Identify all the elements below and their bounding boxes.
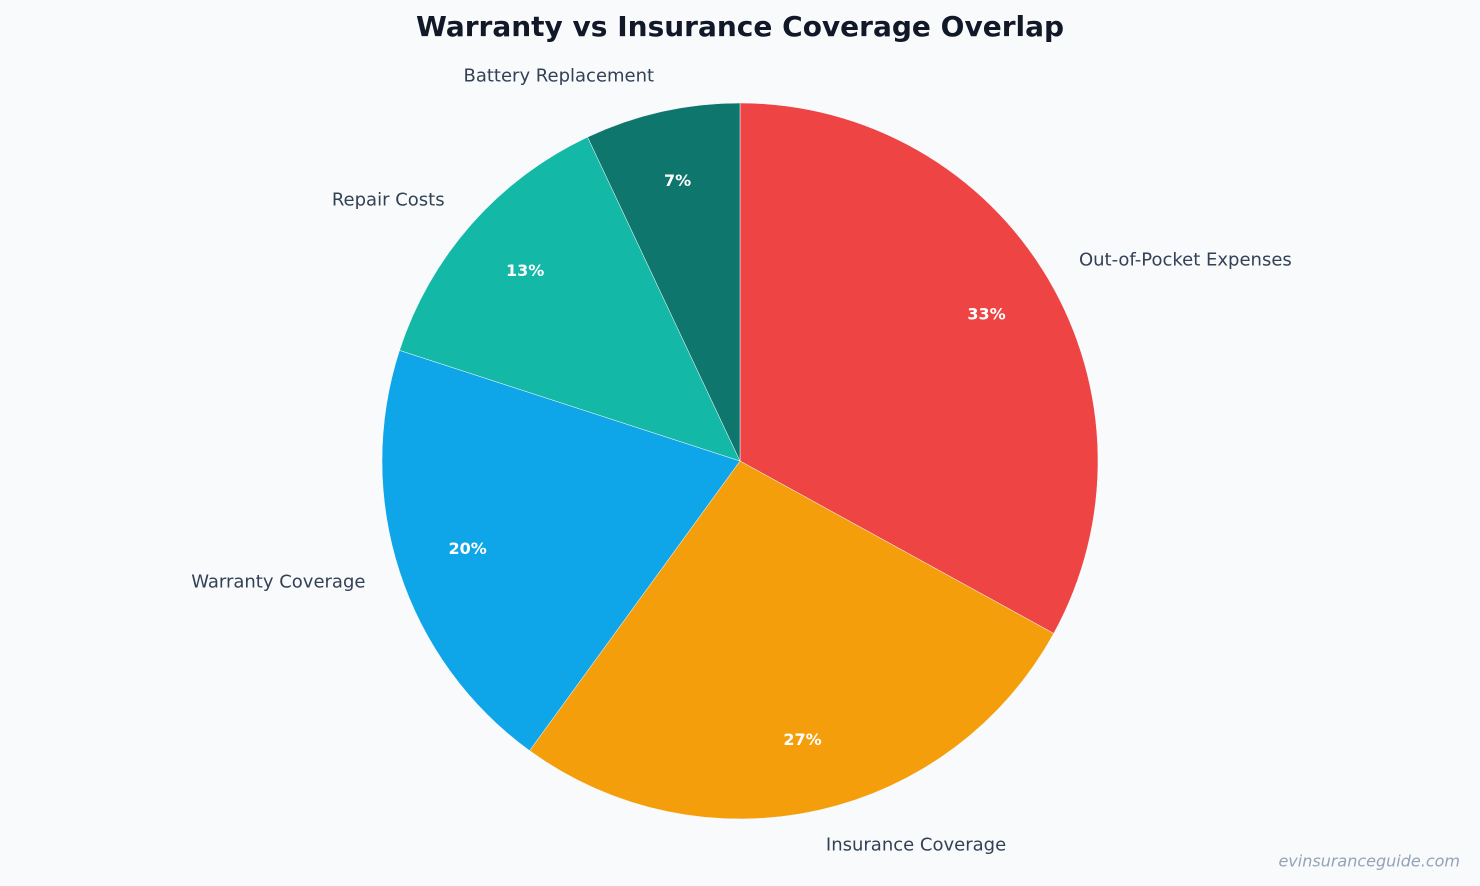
data-label: 20% bbox=[448, 539, 486, 558]
pie-slice bbox=[587, 102, 741, 462]
data-label: 27% bbox=[783, 730, 821, 749]
category-label: Battery Replacement bbox=[463, 66, 654, 87]
chart-title: Warranty vs Insurance Coverage Overlap bbox=[416, 10, 1064, 43]
pie-slice bbox=[399, 136, 741, 462]
pie-slice bbox=[739, 102, 1099, 634]
pie-slice bbox=[529, 460, 1055, 820]
data-label: 7% bbox=[664, 171, 691, 190]
category-label: Repair Costs bbox=[332, 190, 445, 211]
category-label: Warranty Coverage bbox=[191, 572, 365, 593]
category-label: Insurance Coverage bbox=[826, 834, 1006, 855]
pie-slice bbox=[381, 350, 741, 751]
category-label: Out-of-Pocket Expenses bbox=[1079, 250, 1292, 271]
data-label: 13% bbox=[506, 261, 544, 280]
data-label: 33% bbox=[967, 305, 1005, 324]
watermark: evinsuranceguide.com bbox=[1278, 852, 1460, 871]
